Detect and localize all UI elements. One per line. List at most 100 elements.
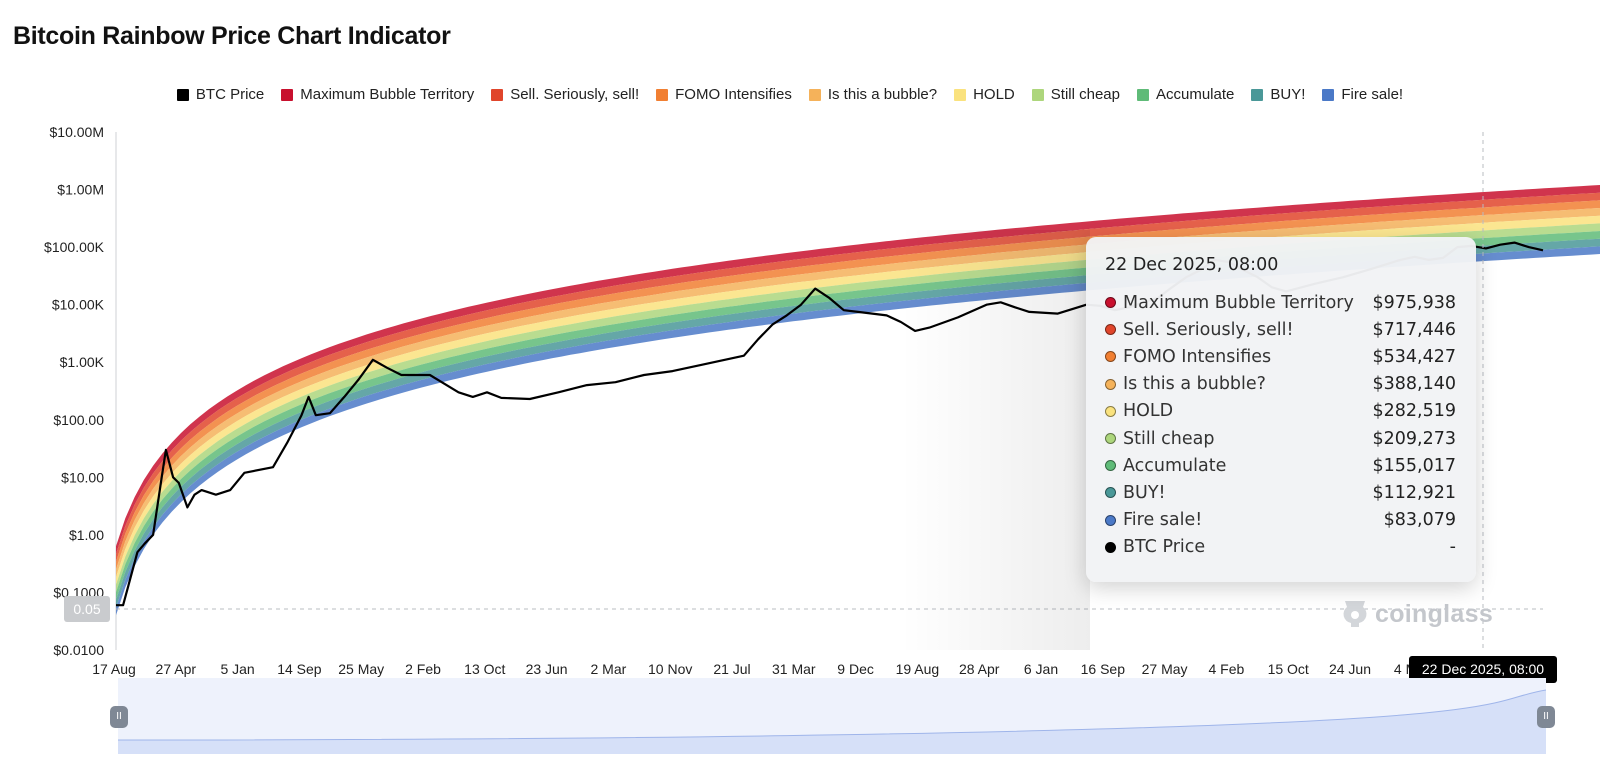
tooltip: 22 Dec 2025, 08:00 Maximum Bubble Territ… bbox=[1086, 237, 1476, 582]
y-tick-label: $100.00K bbox=[44, 239, 105, 255]
y-tick-label: $100.00 bbox=[53, 412, 104, 428]
tooltip-value: $534,427 bbox=[1372, 346, 1456, 367]
tooltip-value: - bbox=[1449, 537, 1456, 558]
legend-item-sell-seriously-sell[interactable]: Sell. Seriously, sell! bbox=[491, 86, 639, 103]
y-tick-label: $1.00M bbox=[57, 182, 104, 198]
x-axis: 17 Aug 27 Apr 5 Jan 14 Sep 25 May 2 Feb 13 Oct… bbox=[92, 661, 1430, 677]
tooltip-label: HOLD bbox=[1123, 401, 1174, 422]
tooltip-value: $83,079 bbox=[1383, 510, 1456, 531]
x-tick-label: 4 Feb bbox=[1208, 661, 1244, 677]
tooltip-rows: Maximum Bubble Territory $975,938 Sell. Se… bbox=[1105, 289, 1456, 561]
legend-swatch bbox=[808, 88, 821, 101]
tooltip-row-hold: HOLD $282,519 bbox=[1105, 398, 1456, 425]
x-tick-label: 15 Oct bbox=[1268, 661, 1309, 677]
tooltip-value: $209,273 bbox=[1372, 428, 1456, 449]
tooltip-dot bbox=[1105, 541, 1116, 553]
navigator-right-handle[interactable]: II bbox=[1537, 706, 1555, 728]
legend-label: Fire sale! bbox=[1341, 86, 1404, 103]
tooltip-dot bbox=[1105, 378, 1116, 390]
legend-swatch bbox=[1031, 88, 1044, 101]
legend-label: Maximum Bubble Territory bbox=[300, 86, 475, 103]
tooltip-row-fire-sale: Fire sale! $83,079 bbox=[1105, 507, 1456, 534]
tooltip-row-buy: BUY! $112,921 bbox=[1105, 479, 1456, 506]
crosshair bbox=[116, 132, 1543, 650]
x-tick-label: 6 Jan bbox=[1024, 661, 1058, 677]
tooltip-label: Fire sale! bbox=[1123, 510, 1203, 531]
tooltip-value: $717,446 bbox=[1372, 319, 1456, 340]
legend-swatch bbox=[1137, 88, 1149, 101]
tooltip-label: BTC Price bbox=[1123, 537, 1206, 558]
crosshair-y-badge: 0.05 bbox=[64, 596, 110, 622]
tooltip-value: $975,938 bbox=[1372, 292, 1456, 313]
tooltip-date: 22 Dec 2025, 08:00 bbox=[1105, 255, 1279, 275]
tooltip-value: $155,017 bbox=[1372, 455, 1456, 476]
tooltip-dot bbox=[1105, 514, 1116, 526]
x-tick-label: 14 Sep bbox=[277, 661, 322, 677]
y-tick-label: $1.00 bbox=[69, 527, 104, 543]
legend-label: BTC Price bbox=[195, 86, 265, 103]
legend-item-fire-sale[interactable]: Fire sale! bbox=[1322, 86, 1403, 103]
tooltip-label: Maximum Bubble Territory bbox=[1123, 292, 1354, 313]
tooltip-label: Is this a bubble? bbox=[1123, 374, 1266, 395]
tooltip-label: FOMO Intensifies bbox=[1123, 346, 1272, 367]
navigator-left-handle[interactable]: II bbox=[110, 706, 128, 728]
legend-item-fomo-intensifies[interactable]: FOMO Intensifies bbox=[656, 86, 792, 103]
legend-item-btc-price[interactable]: BTC Price bbox=[176, 86, 265, 103]
tooltip-dot bbox=[1105, 460, 1116, 472]
tooltip-row-btc-price: BTC Price - bbox=[1105, 534, 1456, 561]
tooltip-dot bbox=[1105, 351, 1116, 363]
tooltip-row-still-cheap: Still cheap $209,273 bbox=[1105, 425, 1456, 452]
navigator-preview bbox=[117, 689, 1547, 754]
legend-label: BUY! bbox=[1270, 86, 1306, 103]
x-tick-label: 19 Aug bbox=[896, 661, 940, 677]
tooltip-label: Sell. Seriously, sell! bbox=[1123, 319, 1294, 340]
x-tick-label: 9 Dec bbox=[837, 661, 874, 677]
tooltip-dot bbox=[1105, 487, 1116, 499]
x-tick-label: 10 Nov bbox=[648, 661, 692, 677]
legend-label: FOMO Intensifies bbox=[675, 86, 792, 103]
legend-item-buy[interactable]: BUY! bbox=[1251, 86, 1305, 103]
x-tick-label: 25 May bbox=[338, 661, 384, 677]
legend-swatch bbox=[491, 88, 504, 101]
tooltip-dot bbox=[1105, 324, 1116, 336]
legend-swatch bbox=[1251, 88, 1264, 101]
legend-label: HOLD bbox=[973, 86, 1015, 103]
legend-swatch bbox=[281, 88, 294, 101]
tooltip-row-is-this-a-bubble: Is this a bubble? $388,140 bbox=[1105, 371, 1456, 398]
tooltip-row-maximum-bubble-territory: Maximum Bubble Territory $975,938 bbox=[1105, 289, 1456, 316]
legend-item-maximum-bubble-territory[interactable]: Maximum Bubble Territory bbox=[281, 86, 474, 103]
y-tick-label: $0.0100 bbox=[53, 642, 104, 658]
legend-item-still-cheap[interactable]: Still cheap bbox=[1031, 86, 1120, 103]
chart-legend: BTC Price Maximum Bubble Territory Sell. S… bbox=[0, 86, 1580, 103]
x-tick-label: 2 Mar bbox=[591, 661, 627, 677]
legend-label: Accumulate bbox=[1156, 86, 1235, 103]
legend-item-accumulate[interactable]: Accumulate bbox=[1137, 86, 1234, 103]
x-tick-label: 13 Oct bbox=[464, 661, 505, 677]
y-tick-label: $10.00 bbox=[61, 469, 104, 485]
legend-swatch bbox=[656, 88, 669, 101]
tooltip-value: $282,519 bbox=[1372, 401, 1456, 422]
legend-label: Is this a bubble? bbox=[827, 86, 938, 103]
x-tick-label: 31 Mar bbox=[772, 661, 816, 677]
tooltip-value: $112,921 bbox=[1372, 482, 1456, 503]
watermark: coinglass bbox=[1340, 598, 1493, 630]
range-navigator[interactable] bbox=[117, 678, 1547, 754]
y-axis: $10.00M $1.00M $100.00K $10.00K $1.00K $100.0… bbox=[44, 124, 117, 658]
x-tick-label: 5 Jan bbox=[220, 661, 254, 677]
tooltip-dot bbox=[1105, 297, 1116, 309]
legend-label: Sell. Seriously, sell! bbox=[510, 86, 640, 103]
tooltip-value: $388,140 bbox=[1372, 374, 1456, 395]
chart-title: Bitcoin Rainbow Price Chart Indicator bbox=[13, 22, 451, 50]
x-tick-label: 27 May bbox=[1142, 661, 1188, 677]
tooltip-row-sell-seriously-sell: Sell. Seriously, sell! $717,446 bbox=[1105, 316, 1456, 343]
legend-item-is-this-a-bubble[interactable]: Is this a bubble? bbox=[808, 86, 938, 103]
tooltip-label: Accumulate bbox=[1123, 455, 1227, 476]
tooltip-dot bbox=[1105, 405, 1116, 417]
legend-swatch bbox=[1322, 88, 1335, 101]
x-tick-label: 23 Jun bbox=[526, 661, 568, 677]
coinglass-logo-icon bbox=[1343, 601, 1367, 627]
y-tick-label: $1.00K bbox=[60, 354, 105, 370]
legend-item-hold[interactable]: HOLD bbox=[954, 86, 1015, 103]
y-tick-label: $10.00M bbox=[50, 124, 104, 140]
